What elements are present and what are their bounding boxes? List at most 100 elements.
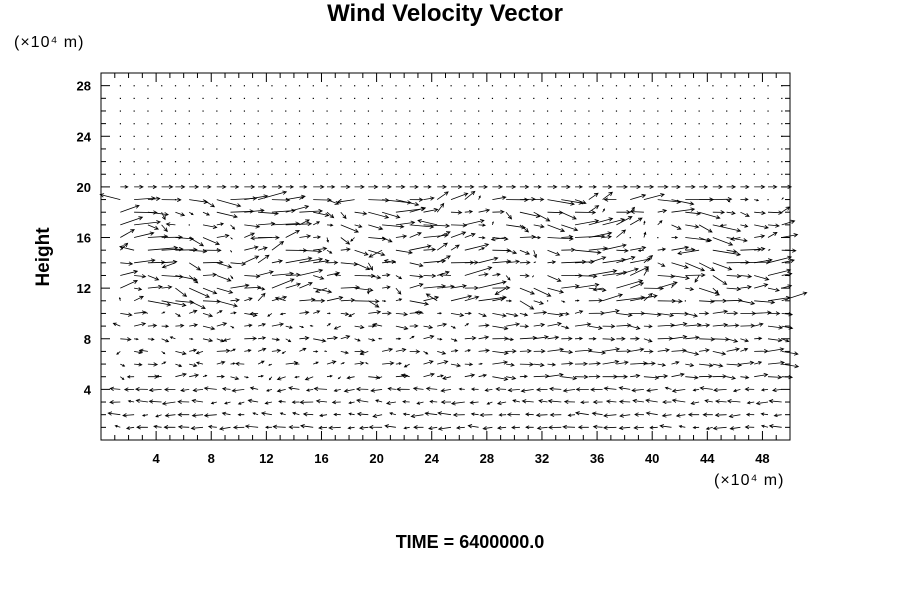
vector-arrow [207, 424, 217, 429]
vector-dot [367, 123, 370, 125]
vector-arrow [506, 259, 521, 264]
vector-dot [147, 161, 149, 163]
vector-arrow [574, 219, 600, 226]
vector-arrow [147, 374, 159, 379]
vector-dot [381, 161, 383, 163]
vector-arrow [521, 399, 534, 404]
vector-dot [602, 110, 604, 112]
vector-arrow [767, 231, 778, 238]
vector-arrow [299, 234, 312, 239]
vector-arrow [657, 220, 663, 226]
vector-arrow [492, 325, 509, 331]
vector-dot [464, 123, 466, 125]
vector-arrow [285, 338, 292, 343]
vector-arrow [712, 363, 724, 368]
vector-arrow [202, 287, 218, 295]
vector-dot [739, 161, 742, 163]
vector-arrow [175, 236, 195, 241]
vector-dot [298, 135, 301, 137]
vector-dot [615, 148, 618, 150]
vector-dot [326, 85, 328, 87]
vector-arrow [781, 197, 784, 200]
vector-dot [629, 135, 631, 137]
vector-arrow [464, 336, 477, 341]
vector-dot [629, 161, 631, 163]
vector-arrow [726, 375, 737, 380]
vector-arrow [456, 425, 465, 430]
vector-arrow [116, 351, 121, 355]
vector-dot [381, 173, 383, 175]
vector-arrow [452, 412, 465, 418]
vector-arrow [754, 283, 769, 289]
vector-arrow [368, 211, 390, 219]
vector-arrow [134, 274, 147, 279]
vector-arrow [134, 231, 155, 238]
vector-arrow [147, 196, 161, 201]
time-label: TIME = 6400000.0 [395, 532, 545, 552]
vector-arrow [781, 363, 800, 369]
vector-arrow [423, 247, 437, 252]
vector-dot [712, 97, 714, 100]
plot-frame [100, 72, 791, 441]
vector-arrow [630, 184, 642, 190]
vector-arrow [134, 350, 143, 355]
vector-dot [161, 85, 163, 87]
vector-arrow [437, 231, 451, 238]
vector-arrow [326, 335, 339, 341]
vector-dot [422, 148, 425, 150]
vector-dot [119, 97, 121, 100]
vector-arrow [257, 323, 267, 327]
vector-arrow [664, 386, 672, 390]
vector-arrow [630, 347, 645, 352]
vector-dot [381, 123, 383, 125]
vector-arrow [657, 281, 678, 289]
vector-arrow [315, 399, 328, 404]
vector-arrow [732, 388, 741, 393]
vector-dot [271, 148, 273, 150]
vector-arrow [547, 335, 560, 340]
vector-dot [422, 161, 425, 163]
vector-arrow [191, 398, 204, 404]
vector-arrow [409, 197, 424, 202]
vector-arrow [313, 386, 328, 391]
vector-arrow [505, 275, 511, 281]
vector-dot [216, 148, 218, 150]
vector-arrow [203, 386, 217, 391]
vector-arrow [712, 322, 729, 328]
vector-dot [243, 161, 246, 163]
vector-arrow [153, 424, 162, 429]
vector-arrow [754, 210, 766, 216]
vector-dot [698, 148, 700, 150]
vector-arrow [574, 322, 592, 327]
vector-dot [505, 135, 507, 137]
vector-arrow [291, 400, 300, 404]
vector-dot [161, 173, 163, 175]
vector-arrow [299, 185, 308, 189]
vector-dot [533, 97, 535, 100]
vector-dot [367, 97, 370, 100]
vector-arrow [368, 184, 379, 190]
vector-arrow [285, 185, 295, 189]
vector-dot [698, 85, 700, 87]
vector-arrow [134, 287, 143, 291]
vector-dot [216, 135, 218, 137]
vector-dot [684, 110, 686, 112]
vector-arrow [726, 362, 743, 368]
vector-arrow [230, 224, 236, 230]
vector-arrow [285, 221, 313, 227]
vector-arrow [671, 348, 687, 353]
vector-arrow [781, 312, 794, 317]
vector-dot [464, 161, 466, 163]
vector-dot [367, 110, 370, 112]
vector-dot [588, 135, 590, 137]
vector-arrow [562, 388, 576, 393]
vector-arrow [492, 209, 505, 215]
vector-arrow [109, 400, 121, 405]
vector-arrow [671, 184, 681, 189]
vector-arrow [525, 412, 534, 417]
vector-dot [340, 173, 342, 175]
vector-arrow [216, 287, 234, 294]
vector-dot [753, 110, 755, 112]
vector-dot [753, 97, 755, 100]
vector-arrow [340, 237, 351, 245]
